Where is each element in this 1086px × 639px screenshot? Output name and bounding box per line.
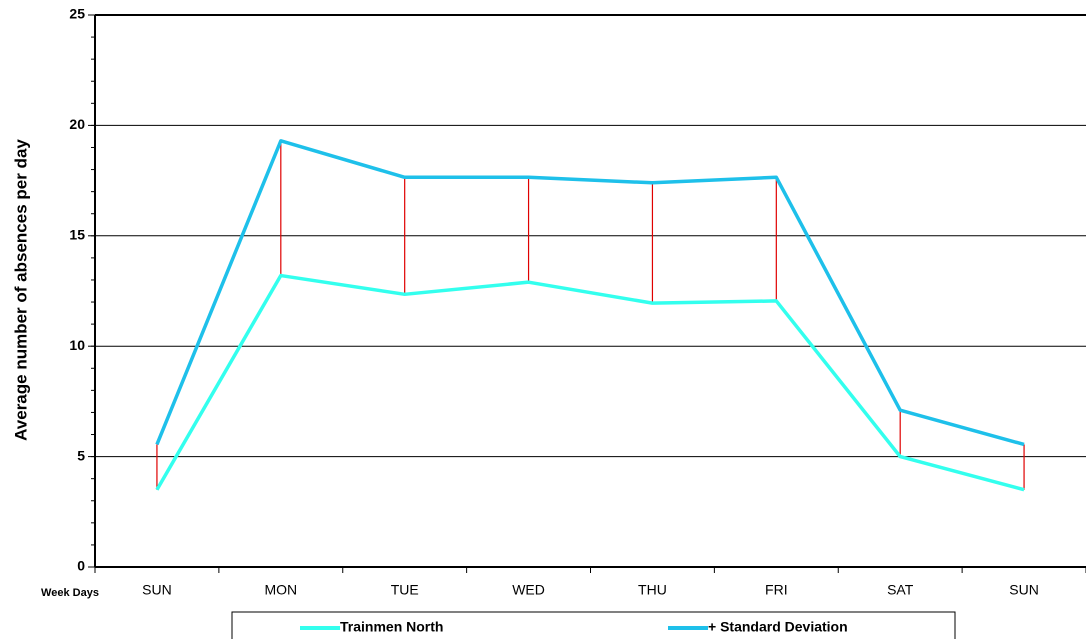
x-tick-label: SAT xyxy=(887,582,914,598)
x-tick-label: WED xyxy=(512,582,545,598)
x-axis-label: Week Days xyxy=(41,587,99,599)
x-tick-label: SUN xyxy=(1009,582,1039,598)
x-tick-label: MON xyxy=(264,582,297,598)
series-line xyxy=(155,139,1025,447)
x-tick-label: SUN xyxy=(142,582,172,598)
x-tick-label: THU xyxy=(638,582,667,598)
y-tick-label: 5 xyxy=(77,447,85,463)
x-tick-label: TUE xyxy=(391,582,419,598)
legend-box xyxy=(231,611,956,639)
y-tick-label: 10 xyxy=(69,337,85,353)
legend-label: + Standard Deviation xyxy=(708,619,848,635)
y-tick-label: 25 xyxy=(69,6,85,22)
y-axis-label: Average number of absences per day xyxy=(11,139,30,441)
y-tick-label: 20 xyxy=(69,116,85,132)
series-line xyxy=(155,273,1025,492)
x-tick-label: FRI xyxy=(765,582,788,598)
y-tick-label: 15 xyxy=(69,227,85,243)
legend-label: Trainmen North xyxy=(340,619,443,635)
y-tick-label: 0 xyxy=(77,558,85,574)
